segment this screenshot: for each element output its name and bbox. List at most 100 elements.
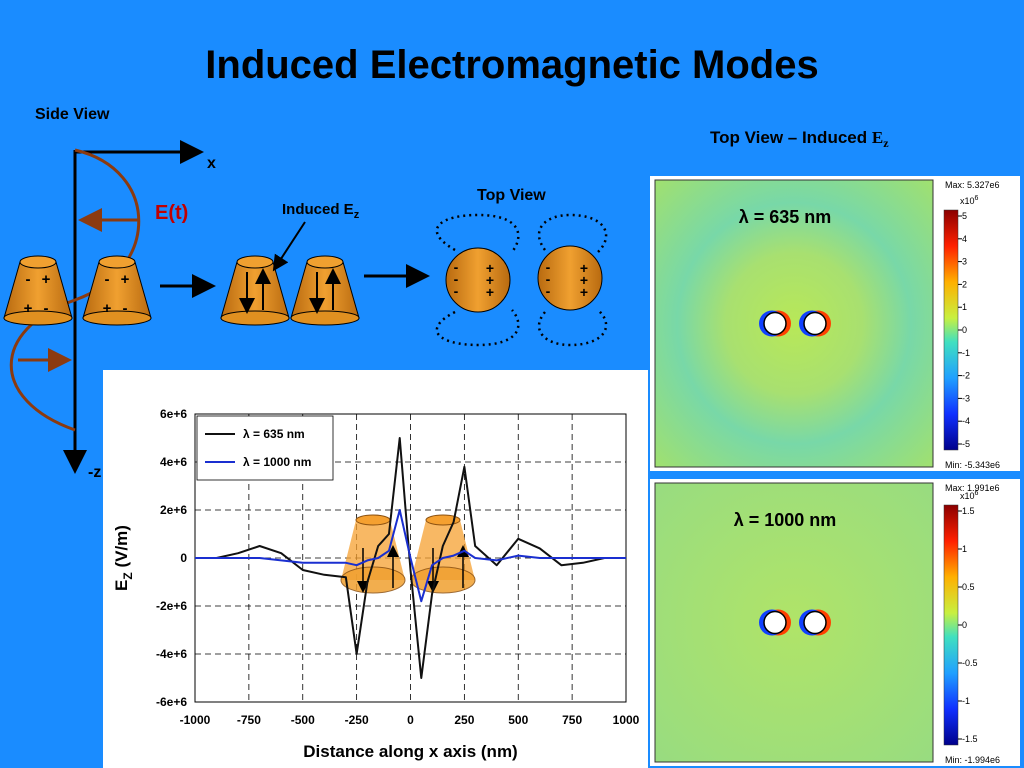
induced-sub: z xyxy=(354,209,360,221)
charge-sign: + xyxy=(486,272,494,288)
cone-overlay xyxy=(411,520,475,580)
top-view-signs: ---+++---+++ xyxy=(454,259,588,300)
y-tick-label: 0 xyxy=(180,551,187,565)
colorbar-label: 4 xyxy=(962,234,967,244)
map-scale-exp: 6 xyxy=(975,195,979,202)
map-min: Min: -1.994e6 xyxy=(945,755,1000,765)
charge-sign: + xyxy=(580,260,588,276)
x-tick-label: -750 xyxy=(237,713,261,727)
y-tick-label: 6e+6 xyxy=(160,407,187,421)
cone-overlay-top xyxy=(355,514,391,526)
side-view-label: Side View xyxy=(35,106,110,123)
colorbar-label: 3 xyxy=(962,257,967,267)
cone-top xyxy=(19,255,57,269)
map-scale: x106 xyxy=(960,490,979,501)
charge-sign: - xyxy=(454,259,459,275)
cone-overlay-bottom xyxy=(410,566,476,594)
map-scale-exp: 6 xyxy=(975,490,979,497)
legend-label: λ = 635 nm xyxy=(243,427,305,441)
y-axis-symbol: E xyxy=(112,580,131,591)
charge-sign: - xyxy=(454,271,459,287)
cone-bottom xyxy=(290,310,360,326)
colorbar-label: 5 xyxy=(962,211,967,221)
charge-sign: + xyxy=(24,300,33,317)
charge-sign: - xyxy=(546,283,551,299)
cone-overlay-bottom xyxy=(340,566,406,594)
slide-title: Induced Electromagnetic Modes xyxy=(205,43,818,87)
map-min: Min: -5.343e6 xyxy=(945,460,1000,470)
particle xyxy=(763,311,787,336)
colorbar-label: 1.5 xyxy=(962,506,975,516)
induced-text: Induced E xyxy=(282,201,354,218)
particle xyxy=(803,610,827,635)
charge-sign: - xyxy=(105,271,110,288)
series-line xyxy=(195,509,626,603)
colorbar-label: 1 xyxy=(962,544,967,554)
charge-sign: + xyxy=(42,271,51,288)
charge-sign: + xyxy=(121,271,130,288)
colorbar xyxy=(943,504,959,746)
x-tick-label: -1000 xyxy=(180,713,211,727)
y-axis-unit: (V/m) xyxy=(112,525,131,572)
colorbar-label: -3 xyxy=(962,393,970,403)
map-label: λ = 1000 nm xyxy=(734,510,837,530)
x-tick-label: -250 xyxy=(345,713,369,727)
axes-sketch xyxy=(9,140,204,474)
top-view-sketch xyxy=(435,213,608,347)
colorbar-label: 2 xyxy=(962,279,967,289)
top-view-label: Top View xyxy=(477,187,546,204)
cones: - ++ -- ++ - xyxy=(3,255,360,326)
field-map xyxy=(654,482,934,763)
charge-sign: + xyxy=(580,284,588,300)
charge-sign: + xyxy=(103,300,112,317)
charge-sign: - xyxy=(26,271,31,288)
y-tick-label: -6e+6 xyxy=(156,695,187,709)
x-axis-label: x xyxy=(207,155,216,172)
colorbar-label: 1 xyxy=(962,302,967,312)
cone-overlay-top xyxy=(425,514,461,526)
cone-bottom xyxy=(220,310,290,326)
colorbar-label: -1 xyxy=(962,696,970,706)
maps-heading-sub: z xyxy=(883,136,889,150)
z-axis-label: -z xyxy=(88,464,101,481)
cone-top xyxy=(98,255,136,269)
maps-heading-text: Top View – Induced xyxy=(710,128,872,147)
colorbar-label: -1 xyxy=(962,348,970,358)
cone-top xyxy=(306,255,344,269)
legend-box xyxy=(196,415,334,481)
series-line xyxy=(195,437,626,679)
x-tick-label: 750 xyxy=(562,713,582,727)
cone-bottom xyxy=(82,310,152,326)
x-tick-label: 500 xyxy=(508,713,528,727)
map-scale-base: x10 xyxy=(960,491,975,501)
particle xyxy=(803,311,827,336)
x-tick-label: 250 xyxy=(454,713,474,727)
chart: -6e+6 -4e+6 -2e+6 0 2e+6 4e+6 6e+6 -1000 -750 -50… xyxy=(112,407,640,761)
charge-sign: + xyxy=(486,284,494,300)
charge-sign: - xyxy=(546,271,551,287)
charge-sign: + xyxy=(486,260,494,276)
maps-heading-sym: E xyxy=(872,128,883,147)
y-tick-label: -2e+6 xyxy=(156,599,187,613)
field-label: E(t) xyxy=(155,202,188,224)
map-scale-base: x10 xyxy=(960,196,975,206)
map-scale: x106 xyxy=(960,195,979,206)
charge-sign: - xyxy=(123,300,128,317)
cone-bottom xyxy=(3,310,73,326)
induced-label: Induced Ez xyxy=(282,201,360,221)
maps-heading: Top View – Induced Ez xyxy=(710,128,889,150)
colorbar-label: -5 xyxy=(962,439,970,449)
charge-sign: - xyxy=(546,259,551,275)
x-tick-label: -500 xyxy=(291,713,315,727)
y-tick-label: 4e+6 xyxy=(160,455,187,469)
particle xyxy=(763,610,787,635)
legend-label: λ = 1000 nm xyxy=(243,455,311,469)
colorbar-label: -0.5 xyxy=(962,658,978,668)
colorbar xyxy=(943,209,959,451)
field-map xyxy=(654,179,934,468)
colorbar-label: 0 xyxy=(962,620,967,630)
colorbar-label: -1.5 xyxy=(962,734,978,744)
x-axis-title: Distance along x axis (nm) xyxy=(303,742,517,761)
